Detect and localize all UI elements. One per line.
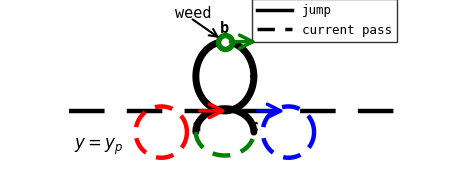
Text: weed: weed bbox=[175, 6, 211, 21]
Text: b: b bbox=[220, 21, 229, 36]
Text: c: c bbox=[249, 119, 258, 134]
Legend: jump, current pass: jump, current pass bbox=[252, 0, 397, 42]
Text: a: a bbox=[191, 119, 201, 134]
Text: $y = y_p$: $y = y_p$ bbox=[74, 137, 124, 157]
